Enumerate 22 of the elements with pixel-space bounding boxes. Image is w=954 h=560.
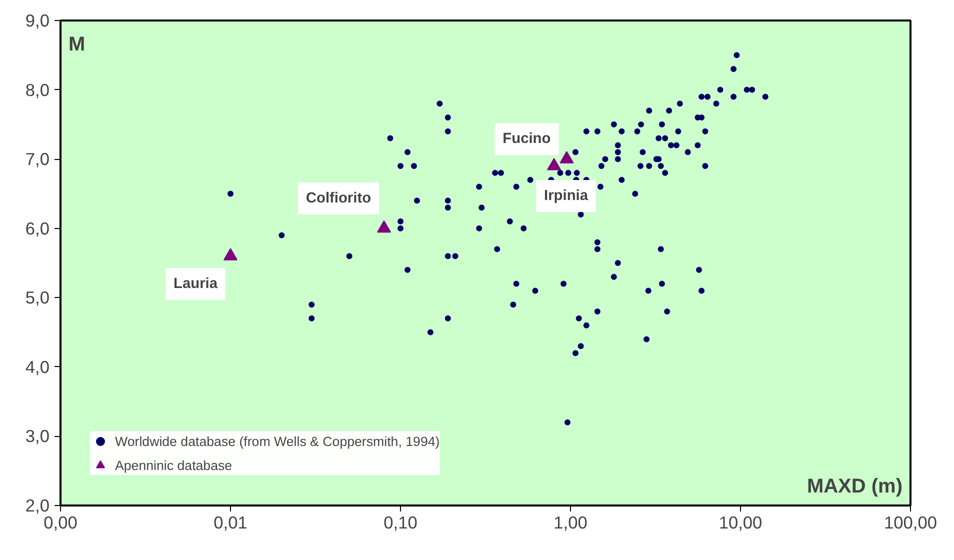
y-tick-label: 5,0 [25,288,50,308]
y-tick-label: 4,0 [25,356,50,377]
x-tick-label: 1,00 [554,512,588,532]
annotation: Lauria [174,276,218,292]
annotation: Fucino [502,131,551,148]
x-axis-title: MAXD (m) [806,476,902,498]
x-tick-label: 0,01 [214,512,248,532]
x-tick-label: 0,10 [384,512,418,532]
x-tick-label: 0,00 [44,512,78,532]
legend-label: Apenninic database [115,458,232,472]
y-tick-label: 6,0 [25,218,50,238]
x-tick-label: 100,00 [884,512,937,532]
x-tick-label: 10,00 [718,512,762,532]
y-tick-label: 7,0 [25,149,50,170]
y-axis-title: M [68,34,86,56]
legend-label: Worldwide database (from Wells & Coppersmith, 1994) [115,434,440,448]
annotation: Colfiorito [306,190,372,206]
y-tick-label: 3,0 [25,426,50,446]
y-tick-label: 8,0 [25,80,50,100]
y-tick-label: 9,0 [25,10,50,30]
y-tick-label: 2,0 [25,496,50,516]
annotation: Irpinia [544,188,589,204]
